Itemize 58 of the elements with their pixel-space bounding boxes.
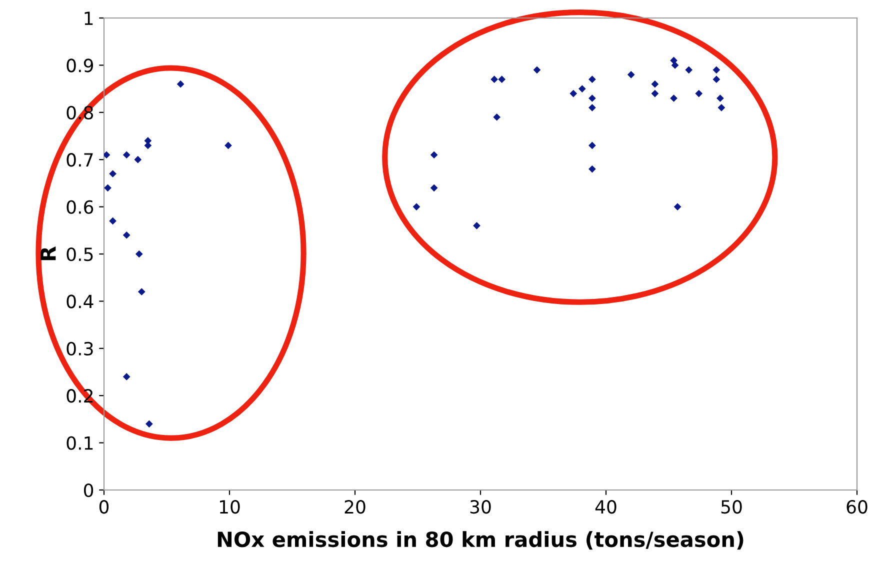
point [146, 420, 153, 428]
point [588, 94, 596, 102]
x-tick-label: 10 [220, 500, 240, 514]
point [712, 66, 720, 74]
point [570, 90, 578, 98]
point [176, 80, 184, 88]
point [224, 142, 232, 150]
point [493, 113, 500, 121]
point [122, 373, 130, 380]
y-tick-label: 0.3 [66, 342, 93, 356]
x-tick-label: 30 [470, 500, 491, 514]
point [718, 104, 726, 112]
point [138, 288, 146, 296]
x-tick-label: 50 [721, 500, 742, 514]
point [430, 184, 438, 192]
y-tick-label: 0.5 [66, 247, 93, 262]
point [109, 217, 116, 225]
y-tick-label: 0.7 [66, 153, 93, 167]
point [712, 76, 720, 84]
x-tick-label: 20 [344, 500, 366, 514]
point [122, 231, 130, 239]
point [651, 80, 659, 88]
x-tick-label: 40 [595, 500, 616, 514]
y-tick-label: 0.1 [66, 436, 93, 450]
point [122, 151, 130, 159]
point [135, 250, 143, 258]
point [104, 184, 112, 192]
point [695, 90, 703, 98]
point [671, 62, 679, 69]
point [578, 85, 586, 92]
point [412, 203, 420, 210]
point [588, 142, 596, 150]
y-tick-label: 0.4 [66, 294, 94, 308]
y-tick-label: 0.6 [66, 200, 94, 214]
point [651, 90, 659, 98]
point [588, 165, 596, 173]
point [674, 203, 682, 210]
x-axis-title: NOx emissions in 80 km radius (tons/season) [218, 531, 744, 550]
point [109, 170, 116, 178]
point [627, 70, 635, 78]
point [430, 151, 438, 159]
y-axis-title: R [40, 246, 56, 260]
point [588, 76, 596, 84]
point [104, 151, 110, 159]
y-tick-label: 0 [84, 483, 94, 498]
y-tick-label: 1 [84, 12, 93, 25]
point [588, 104, 596, 112]
y-tick-label: 0.9 [66, 58, 94, 72]
x-tick-label: 60 [846, 500, 868, 514]
point [685, 66, 693, 74]
point [533, 66, 541, 74]
point [473, 222, 480, 230]
x-tick-label: 0 [99, 500, 109, 514]
point [490, 76, 498, 84]
point [670, 94, 678, 102]
point [498, 76, 506, 84]
point [716, 94, 724, 102]
point [134, 156, 142, 164]
